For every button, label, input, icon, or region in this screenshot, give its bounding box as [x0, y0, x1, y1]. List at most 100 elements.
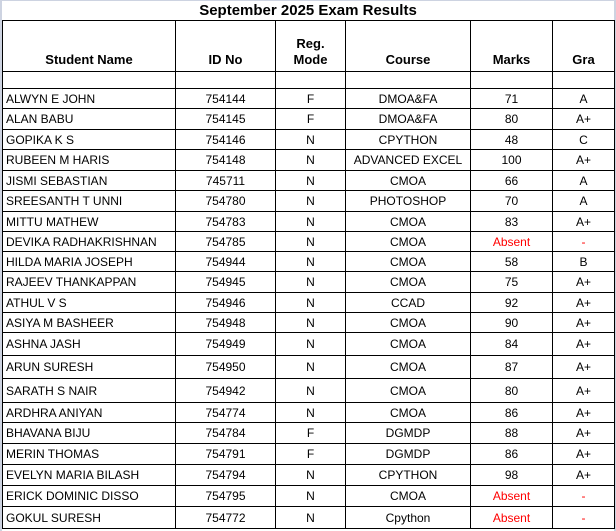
id-cell[interactable]: 754145	[175, 108, 276, 130]
marks-cell[interactable]: 75	[470, 271, 553, 293]
marks-cell[interactable]: 92	[470, 292, 553, 313]
course-cell[interactable]: DMOA&FA	[345, 108, 471, 130]
course-cell[interactable]: CMOA	[345, 485, 471, 507]
grade-cell[interactable]: A+	[552, 149, 615, 171]
marks-cell[interactable]: 86	[470, 443, 553, 465]
grade-cell[interactable]: A+	[552, 211, 615, 232]
marks-cell[interactable]: 70	[470, 190, 553, 212]
marks-cell[interactable]: 58	[470, 251, 553, 272]
spacer-cell[interactable]	[175, 71, 276, 89]
student-name-cell[interactable]: ASHNA JASH	[2, 332, 176, 356]
grade-cell[interactable]: A+	[552, 422, 615, 444]
spacer-cell[interactable]	[552, 71, 615, 89]
student-name-cell[interactable]: ASIYA M BASHEER	[2, 312, 176, 333]
id-cell[interactable]: 754780	[175, 190, 276, 212]
reg-mode-cell[interactable]: N	[275, 464, 346, 486]
course-cell[interactable]: CMOA	[345, 355, 471, 379]
student-name-cell[interactable]: ALWYN E JOHN	[2, 88, 176, 109]
grade-cell[interactable]: A+	[552, 355, 615, 379]
id-cell[interactable]: 754949	[175, 332, 276, 356]
id-cell[interactable]: 754146	[175, 129, 276, 150]
id-cell[interactable]: 754774	[175, 402, 276, 423]
marks-cell[interactable]: 87	[470, 355, 553, 379]
course-cell[interactable]: CMOA	[345, 332, 471, 356]
grade-cell[interactable]: B	[552, 251, 615, 272]
marks-cell[interactable]: 100	[470, 149, 553, 171]
student-name-cell[interactable]: SARATH S NAIR	[2, 378, 176, 403]
grade-cell[interactable]: C	[552, 129, 615, 150]
spacer-cell[interactable]	[345, 71, 471, 89]
id-cell[interactable]: 754950	[175, 355, 276, 379]
course-cell[interactable]: ADVANCED EXCEL	[345, 149, 471, 171]
grade-cell[interactable]: A+	[552, 312, 615, 333]
course-cell[interactable]: CMOA	[345, 231, 471, 252]
id-cell[interactable]: 754791	[175, 443, 276, 465]
reg-mode-cell[interactable]: N	[275, 355, 346, 379]
reg-mode-cell[interactable]: F	[275, 422, 346, 444]
id-cell[interactable]: 754794	[175, 464, 276, 486]
column-header-reg-mode[interactable]: Reg. Mode	[275, 20, 346, 72]
course-cell[interactable]: CMOA	[345, 378, 471, 403]
id-cell[interactable]: 754944	[175, 251, 276, 272]
grade-cell[interactable]: -	[552, 231, 615, 252]
grade-cell[interactable]: A	[552, 88, 615, 109]
reg-mode-cell[interactable]: F	[275, 88, 346, 109]
id-cell[interactable]: 754945	[175, 271, 276, 293]
grade-cell[interactable]: A	[552, 190, 615, 212]
grade-cell[interactable]: -	[552, 506, 615, 529]
course-cell[interactable]: CMOA	[345, 251, 471, 272]
id-cell[interactable]: 754148	[175, 149, 276, 171]
column-header-course[interactable]: Course	[345, 20, 471, 72]
marks-cell[interactable]: 80	[470, 108, 553, 130]
column-header-grade[interactable]: Gra	[552, 20, 615, 72]
student-name-cell[interactable]: MITTU MATHEW	[2, 211, 176, 232]
course-cell[interactable]: CPYTHON	[345, 464, 471, 486]
course-cell[interactable]: CMOA	[345, 402, 471, 423]
reg-mode-cell[interactable]: N	[275, 149, 346, 171]
student-name-cell[interactable]: SREESANTH T UNNI	[2, 190, 176, 212]
grade-cell[interactable]: A+	[552, 271, 615, 293]
student-name-cell[interactable]: JISMI SEBASTIAN	[2, 170, 176, 191]
id-cell[interactable]: 754795	[175, 485, 276, 507]
marks-cell[interactable]: 98	[470, 464, 553, 486]
reg-mode-cell[interactable]: N	[275, 170, 346, 191]
marks-cell[interactable]: 80	[470, 378, 553, 403]
column-header-marks[interactable]: Marks	[470, 20, 553, 72]
grade-cell[interactable]: A+	[552, 443, 615, 465]
id-cell[interactable]: 745711	[175, 170, 276, 191]
grade-cell[interactable]: A	[552, 170, 615, 191]
student-name-cell[interactable]: HILDA MARIA JOSEPH	[2, 251, 176, 272]
course-cell[interactable]: Cpython	[345, 506, 471, 529]
spacer-cell[interactable]	[470, 71, 553, 89]
student-name-cell[interactable]: ERICK DOMINIC DISSO	[2, 485, 176, 507]
marks-cell[interactable]: Absent	[470, 231, 553, 252]
id-cell[interactable]: 754942	[175, 378, 276, 403]
id-cell[interactable]: 754144	[175, 88, 276, 109]
reg-mode-cell[interactable]: N	[275, 402, 346, 423]
course-cell[interactable]: CMOA	[345, 271, 471, 293]
reg-mode-cell[interactable]: N	[275, 251, 346, 272]
reg-mode-cell[interactable]: N	[275, 190, 346, 212]
reg-mode-cell[interactable]: N	[275, 271, 346, 293]
student-name-cell[interactable]: BHAVANA BIJU	[2, 422, 176, 444]
id-cell[interactable]: 754946	[175, 292, 276, 313]
reg-mode-cell[interactable]: F	[275, 108, 346, 130]
student-name-cell[interactable]: MERIN THOMAS	[2, 443, 176, 465]
marks-cell[interactable]: 84	[470, 332, 553, 356]
spacer-cell[interactable]	[2, 71, 176, 89]
grade-cell[interactable]: A+	[552, 108, 615, 130]
course-cell[interactable]: PHOTOSHOP	[345, 190, 471, 212]
student-name-cell[interactable]: ARUN SURESH	[2, 355, 176, 379]
course-cell[interactable]: CPYTHON	[345, 129, 471, 150]
reg-mode-cell[interactable]: N	[275, 129, 346, 150]
column-header-id-no[interactable]: ID No	[175, 20, 276, 72]
grade-cell[interactable]: A+	[552, 402, 615, 423]
column-header-student-name[interactable]: Student Name	[2, 20, 176, 72]
reg-mode-cell[interactable]: N	[275, 231, 346, 252]
course-cell[interactable]: CCAD	[345, 292, 471, 313]
grade-cell[interactable]: A+	[552, 378, 615, 403]
course-cell[interactable]: CMOA	[345, 170, 471, 191]
student-name-cell[interactable]: RUBEEN M HARIS	[2, 149, 176, 171]
student-name-cell[interactable]: DEVIKA RADHAKRISHNAN	[2, 231, 176, 252]
marks-cell[interactable]: 83	[470, 211, 553, 232]
